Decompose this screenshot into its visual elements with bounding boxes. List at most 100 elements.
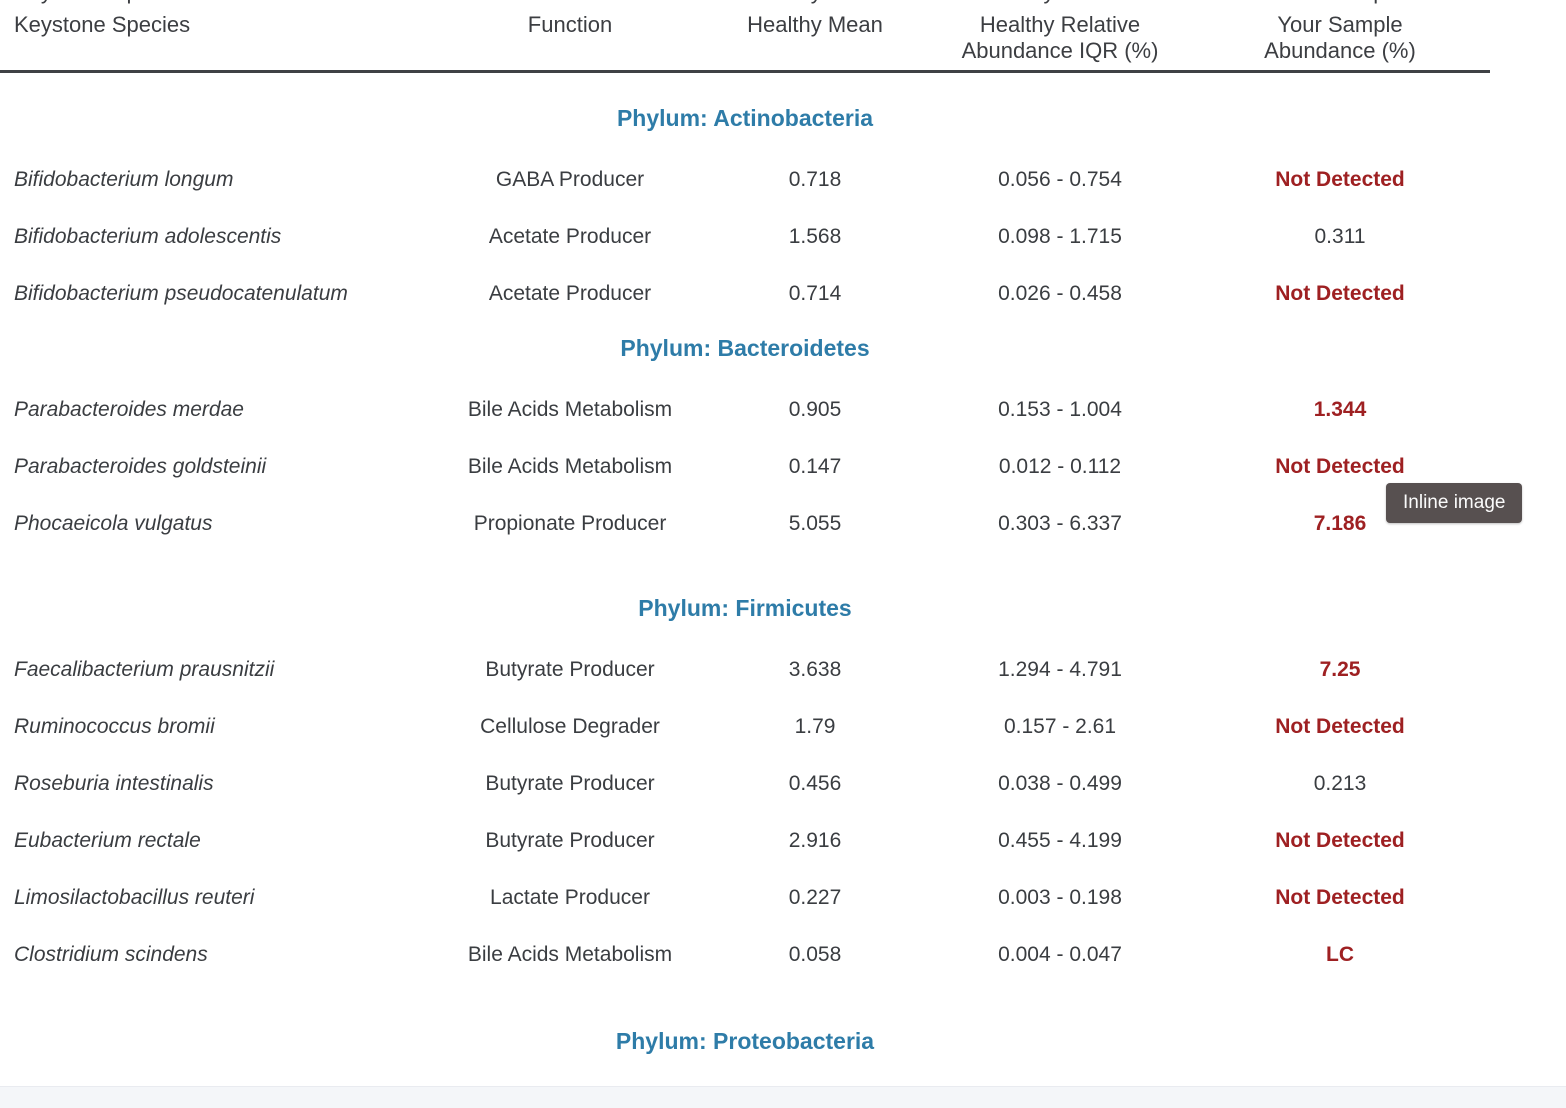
clipped-text: Keystone Species [0,0,440,5]
healthy-mean-value: 0.147 [788,455,842,478]
iqr-value: 0.153 - 1.004 [998,398,1122,421]
iqr-value: 0.157 - 2.61 [1003,715,1117,738]
species-name: Clostridium scindens [14,943,208,966]
table-row: Bifidobacterium adolescentis Acetate Pro… [0,208,1490,265]
healthy-mean-value: 1.568 [788,225,842,248]
healthy-mean-value: 0.718 [788,168,842,191]
species-name: Parabacteroides goldsteinii [14,455,267,478]
function-value: Acetate Producer [488,282,652,305]
sample-abundance-value: Not Detected [1275,168,1405,191]
species-name: Roseburia intestinalis [14,772,214,795]
function-value: Cellulose Degrader [480,715,660,738]
healthy-mean-value: 0.227 [788,886,842,909]
col-header-line: Abundance IQR (%) [961,38,1159,63]
healthy-mean-value: 0.456 [788,772,842,795]
phylum-heading: Phylum: Proteobacteria [615,1028,875,1054]
healthy-mean-value: 2.916 [788,829,842,852]
section-actinobacteria: Phylum: Actinobacteria Bifidobacterium l… [0,103,1490,322]
bottom-strip [0,1086,1566,1108]
table-row: Parabacteroides goldsteinii Bile Acids M… [0,438,1490,495]
table-row: Clostridium scindens Bile Acids Metaboli… [0,926,1490,983]
sample-abundance-value: Not Detected [1275,829,1405,852]
phylum-heading: Phylum: Firmicutes [638,595,852,621]
species-name: Ruminococcus bromii [14,715,215,738]
healthy-mean-value: 0.905 [788,398,842,421]
sample-abundance-value: Not Detected [1275,886,1405,909]
function-value: Bile Acids Metabolism [467,455,673,478]
clipped-text: Your Sample [1190,0,1490,5]
col-header-keystone-species: Keystone Species [14,12,191,37]
species-name: Limosilactobacillus reuteri [14,886,255,909]
healthy-mean-value: 0.714 [788,282,842,305]
inline-image-tooltip: Inline image [1386,483,1523,523]
species-name: Phocaeicola vulgatus [14,512,213,535]
phylum-heading: Phylum: Actinobacteria [616,105,874,131]
healthy-mean-value: 0.058 [788,943,842,966]
clipped-previous-row: Keystone Species Function Healthy Mean H… [0,0,1490,6]
healthy-mean-value: 5.055 [788,512,842,535]
function-value: Butyrate Producer [485,829,655,852]
function-value: Butyrate Producer [485,772,655,795]
species-name: Bifidobacterium pseudocatenulatum [14,282,348,305]
section-bacteroidetes: Phylum: Bacteroidetes Parabacteroides me… [0,333,1490,552]
sample-abundance-value: LC [1326,943,1354,966]
healthy-mean-value: 3.638 [788,658,842,681]
sample-abundance-value: Not Detected [1275,282,1405,305]
function-value: Bile Acids Metabolism [467,398,673,421]
function-value: GABA Producer [495,168,645,191]
table-row: Eubacterium rectale Butyrate Producer 2.… [0,812,1490,869]
iqr-value: 0.303 - 6.337 [998,512,1122,535]
col-header-your-sample: Your Sample Abundance (%) [1190,12,1490,64]
iqr-value: 0.003 - 0.198 [998,886,1122,909]
healthy-mean-value: 1.79 [794,715,836,738]
table-row: Bifidobacterium longum GABA Producer 0.7… [0,151,1490,208]
iqr-value: 1.294 - 4.791 [998,658,1122,681]
sample-abundance-value: 0.213 [1313,772,1367,795]
col-header-healthy-iqr: Healthy Relative Abundance IQR (%) [930,12,1190,64]
function-value: Propionate Producer [473,512,667,535]
keystone-species-table: Keystone Species Function Healthy Mean H… [0,0,1490,1054]
iqr-value: 0.012 - 0.112 [998,455,1122,478]
sample-abundance-value: Not Detected [1275,715,1405,738]
iqr-value: 0.026 - 0.458 [998,282,1122,305]
header-divider [0,70,1490,73]
function-value: Acetate Producer [488,225,652,248]
table-row: Parabacteroides merdae Bile Acids Metabo… [0,381,1490,438]
function-value: Lactate Producer [490,886,650,909]
species-name: Faecalibacterium prausnitzii [14,658,275,681]
iqr-value: 0.455 - 4.199 [998,829,1122,852]
table-row: Limosilactobacillus reuteri Lactate Prod… [0,869,1490,926]
sample-abundance-value: 0.311 [1314,225,1366,248]
table-row: Bifidobacterium pseudocatenulatum Acetat… [0,265,1490,322]
table-row: Faecalibacterium prausnitzii Butyrate Pr… [0,641,1490,698]
sample-abundance-value: 1.344 [1313,398,1367,421]
clipped-text: Function [440,0,700,5]
table-row: Ruminococcus bromii Cellulose Degrader 1… [0,698,1490,755]
col-header-line: Healthy Relative [979,12,1141,37]
table-header: Keystone Species Function Healthy Mean H… [0,6,1490,73]
species-name: Bifidobacterium adolescentis [14,225,282,248]
iqr-value: 0.038 - 0.499 [998,772,1122,795]
iqr-value: 0.056 - 0.754 [998,168,1122,191]
function-value: Butyrate Producer [485,658,655,681]
phylum-heading: Phylum: Bacteroidetes [620,335,870,361]
table-row: Roseburia intestinalis Butyrate Producer… [0,755,1490,812]
sample-abundance-value: Not Detected [1275,455,1405,478]
species-name: Eubacterium rectale [14,829,201,852]
table-row: Phocaeicola vulgatus Propionate Producer… [0,495,1490,552]
species-name: Parabacteroides merdae [14,398,244,421]
species-name: Bifidobacterium longum [14,168,234,191]
sample-abundance-value: 7.25 [1319,658,1361,681]
iqr-value: 0.098 - 1.715 [998,225,1122,248]
iqr-value: 0.004 - 0.047 [998,943,1122,966]
function-value: Bile Acids Metabolism [467,943,673,966]
col-header-line: Your Sample [1277,12,1403,37]
col-header-line: Abundance (%) [1264,38,1416,63]
section-firmicutes: Phylum: Firmicutes Faecalibacterium prau… [0,593,1490,983]
col-header-healthy-mean: Healthy Mean [747,12,883,37]
col-header-function: Function [527,12,613,37]
clipped-text: Healthy Mean [700,0,930,5]
sample-abundance-value: 7.186 [1313,512,1367,535]
clipped-text: Healthy Relative [930,0,1190,5]
